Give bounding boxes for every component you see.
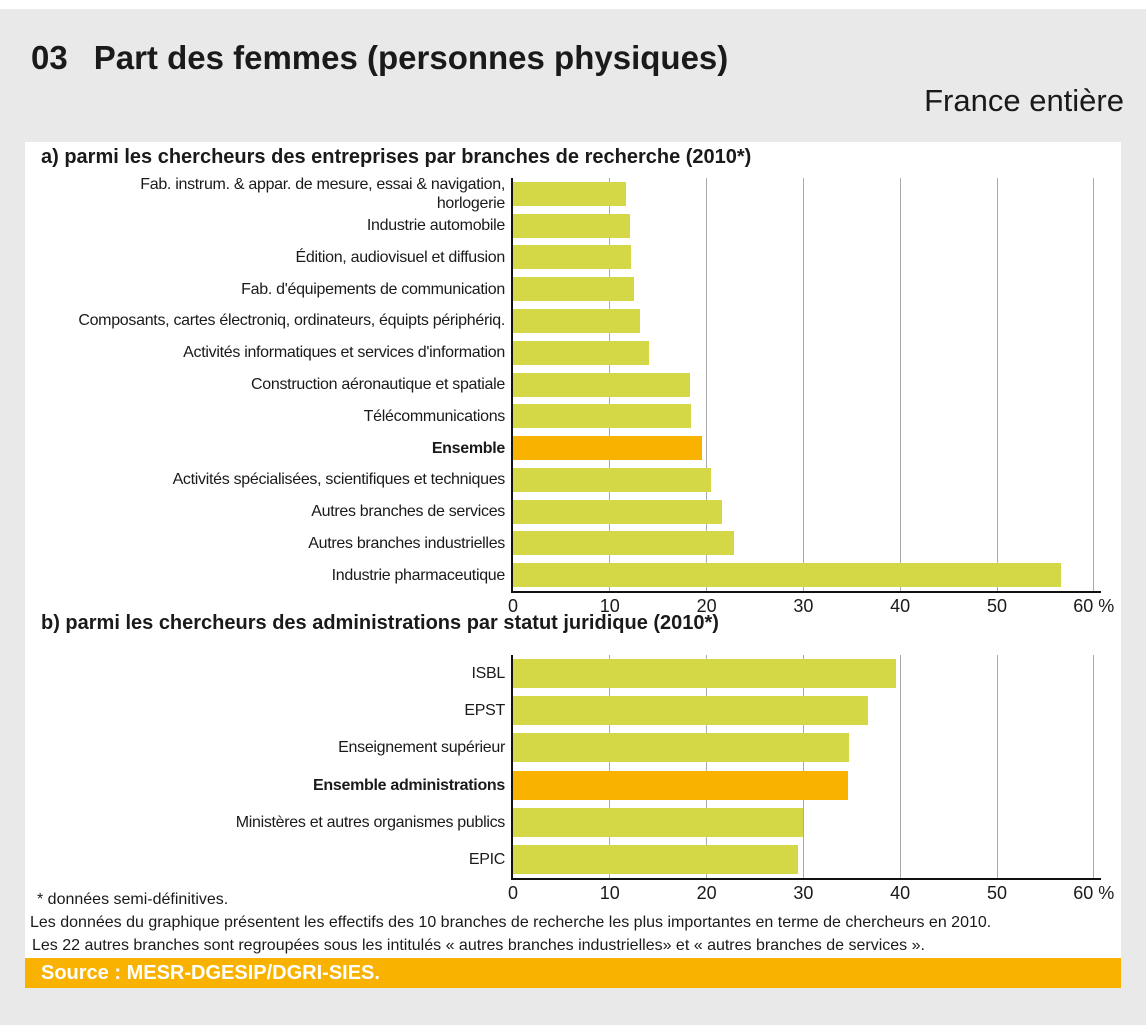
- page-number: 03: [31, 39, 68, 76]
- chart-a-plot-area: [511, 178, 1101, 593]
- bar-b-2: [513, 733, 849, 763]
- page-title: Part des femmes (personnes physiques): [93, 39, 729, 76]
- bar-a-8: [513, 436, 702, 461]
- chart-a-x-axis: 0 10 20 30 40 50 60 %: [508, 595, 1115, 617]
- category-label: ISBL: [471, 665, 506, 683]
- category-label: Activités spécialisées, scientifiques et…: [172, 471, 506, 489]
- x-tick-a-3: 30: [793, 596, 814, 616]
- gridline-60: [1093, 178, 1095, 591]
- category-label: Ministères et autres organismes publics: [235, 813, 506, 831]
- source-label: Source : MESR-DGESIP/DGRI-SIES.: [41, 961, 380, 984]
- bar-a-11: [513, 531, 734, 556]
- gridline-40: [899, 178, 901, 591]
- gridline-30: [802, 655, 804, 878]
- x-tick-a-1: 10: [599, 596, 620, 616]
- chart-a-title: a) parmi les chercheurs des entreprises …: [41, 146, 752, 168]
- gridline-20: [706, 655, 708, 878]
- gridline-50: [996, 655, 998, 878]
- region-label: France entière: [924, 83, 1124, 118]
- bar-a-10: [513, 499, 723, 524]
- category-label: Fab. instrum. & appar. de mesure, essai …: [140, 175, 505, 212]
- chart-a-category-labels: Fab. instrum. & appar. de mesure, essai …: [25, 175, 506, 591]
- x-tick-a-2: 20: [696, 596, 717, 616]
- bar-b-0: [513, 659, 897, 689]
- chart-b-plot-area: [511, 655, 1101, 880]
- bar-b-4: [513, 807, 804, 837]
- bar-a-0: [513, 181, 627, 206]
- bar-b-1: [513, 696, 869, 726]
- x-tick-b-0: 0: [507, 883, 519, 903]
- category-label: EPST: [464, 702, 505, 720]
- x-tick-b-5: 50: [986, 883, 1008, 903]
- footnote-line-2: Les données du graphique présentent les …: [30, 914, 992, 931]
- gridline-30: [802, 178, 804, 591]
- x-tick-a-0: 0: [507, 596, 519, 616]
- category-label: Composants, cartes électroniq, ordinateu…: [78, 312, 505, 330]
- x-tick-a-5: 50: [986, 596, 1008, 616]
- chart-a: Fab. instrum. & appar. de mesure, essai …: [25, 175, 1121, 616]
- gridline-20: [706, 178, 708, 591]
- x-tick-a-4: 40: [890, 596, 911, 616]
- category-label: Édition, audiovisuel et diffusion: [295, 248, 505, 266]
- x-tick-b-1: 10: [599, 883, 620, 903]
- chart-panel: a) parmi les chercheurs des entreprises …: [25, 142, 1121, 988]
- source-band: Source : MESR-DGESIP/DGRI-SIES.: [25, 958, 1121, 988]
- category-label: Autres branches industrielles: [308, 534, 505, 552]
- chart-b-x-axis: 0 10 20 30 40 50 60 %: [508, 882, 1115, 904]
- gridline-50: [996, 178, 998, 591]
- gridline-40: [899, 655, 901, 878]
- category-label: Télécommunications: [363, 407, 506, 425]
- footnote-asterisk: * données semi-définitives.: [37, 891, 229, 908]
- category-label: Ensemble administrations: [313, 776, 505, 794]
- bar-a-5: [513, 340, 650, 365]
- category-label: Autres branches de services: [311, 503, 505, 521]
- gridline-60: [1093, 655, 1095, 878]
- category-label: Fab. d'équipements de communication: [241, 280, 505, 298]
- category-label: Ensemble: [431, 439, 505, 457]
- chart-b-category-labels: ISBL EPST Enseignement supérieur Ensemble a…: [25, 655, 506, 878]
- category-label: EPIC: [468, 850, 505, 868]
- category-label: Enseignement supérieur: [338, 739, 505, 757]
- x-tick-b-3: 30: [793, 883, 814, 903]
- x-tick-b-4: 40: [890, 883, 911, 903]
- bar-a-6: [513, 372, 691, 397]
- bar-a-1: [513, 213, 631, 238]
- x-tick-b-6: 60 %: [1073, 883, 1115, 903]
- category-label: Industrie automobile: [366, 217, 505, 235]
- category-label: Construction aéronautique et spatiale: [251, 375, 505, 393]
- bar-a-12: [513, 563, 1061, 588]
- bar-a-3: [513, 277, 634, 302]
- chart-b: ISBL EPST Enseignement supérieur Ensemble a…: [25, 655, 1121, 903]
- bar-a-4: [513, 308, 640, 333]
- bar-b-5: [513, 844, 798, 874]
- x-tick-a-6: 60 %: [1073, 596, 1115, 616]
- top-white-strip: [0, 0, 1146, 9]
- bar-b-3: [513, 770, 848, 800]
- page-header: 03 Part des femmes (personnes physiques): [31, 40, 728, 76]
- bar-a-2: [513, 245, 632, 270]
- category-label: Industrie pharmaceutique: [331, 566, 506, 584]
- bar-a-7: [513, 404, 692, 429]
- footnote-line-3: Les 22 autres branches sont regroupées s…: [32, 937, 925, 954]
- bar-a-9: [513, 467, 712, 492]
- gridline-10: [609, 655, 611, 878]
- chart-b-title: b) parmi les chercheurs des administrati…: [41, 612, 719, 634]
- x-tick-b-2: 20: [696, 883, 717, 903]
- category-label: Activités informatiques et services d'in…: [183, 344, 505, 362]
